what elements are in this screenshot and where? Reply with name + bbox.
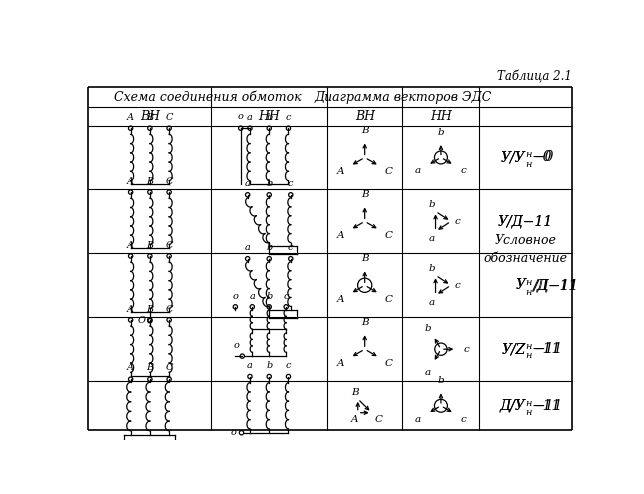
Text: C: C bbox=[385, 231, 393, 240]
Text: н: н bbox=[526, 160, 532, 169]
Text: A: A bbox=[337, 167, 345, 176]
Text: B: B bbox=[361, 318, 368, 327]
Text: a: a bbox=[429, 234, 435, 243]
Text: o: o bbox=[232, 291, 238, 301]
Text: Диаграмма векторов ЭДС: Диаграмма векторов ЭДС bbox=[314, 90, 492, 104]
Text: A: A bbox=[127, 177, 134, 186]
Text: c: c bbox=[461, 166, 467, 175]
Text: C: C bbox=[166, 113, 173, 122]
Text: B: B bbox=[146, 305, 153, 314]
Text: У/Д−11: У/Д−11 bbox=[498, 214, 553, 228]
Text: b: b bbox=[428, 264, 435, 273]
Text: b: b bbox=[266, 361, 272, 370]
Text: У: У bbox=[516, 278, 526, 292]
Text: a: a bbox=[247, 361, 253, 370]
Text: C: C bbox=[385, 359, 393, 368]
Text: н: н bbox=[526, 151, 532, 160]
Text: b: b bbox=[266, 113, 272, 122]
Text: У: У bbox=[516, 278, 526, 292]
Text: c: c bbox=[286, 361, 291, 370]
Text: A: A bbox=[337, 295, 345, 304]
Text: C: C bbox=[385, 167, 393, 176]
Text: a: a bbox=[429, 297, 435, 307]
Text: B: B bbox=[146, 113, 153, 122]
Text: НН: НН bbox=[430, 110, 452, 123]
Text: C: C bbox=[166, 177, 173, 186]
Text: a: a bbox=[424, 368, 431, 376]
Text: a: a bbox=[245, 179, 251, 188]
Text: A: A bbox=[127, 241, 134, 250]
Text: a: a bbox=[247, 113, 253, 122]
Text: −0: −0 bbox=[532, 151, 553, 165]
Text: A: A bbox=[351, 415, 359, 424]
Text: B: B bbox=[361, 126, 368, 135]
Text: /Д−11: /Д−11 bbox=[533, 278, 578, 292]
Text: b: b bbox=[266, 243, 272, 252]
Text: C: C bbox=[375, 415, 383, 424]
Text: C: C bbox=[166, 305, 173, 314]
Text: н: н bbox=[526, 288, 532, 296]
Text: B: B bbox=[146, 241, 153, 250]
Text: −11: −11 bbox=[533, 342, 563, 356]
Text: B: B bbox=[361, 190, 368, 199]
Text: a: a bbox=[415, 166, 421, 175]
Text: A: A bbox=[337, 359, 345, 368]
Text: o: o bbox=[234, 341, 240, 350]
Text: −11: −11 bbox=[532, 399, 561, 413]
Text: ВН: ВН bbox=[140, 110, 160, 123]
Text: B: B bbox=[146, 363, 153, 372]
Text: C: C bbox=[166, 363, 173, 372]
Text: b: b bbox=[266, 179, 272, 188]
Text: −0: −0 bbox=[533, 151, 554, 165]
Text: C: C bbox=[166, 241, 173, 250]
Text: н: н bbox=[526, 342, 532, 351]
Text: C: C bbox=[385, 295, 393, 304]
Text: b: b bbox=[438, 376, 444, 385]
Text: н: н bbox=[526, 278, 532, 288]
Text: B: B bbox=[361, 254, 368, 263]
Text: c: c bbox=[286, 113, 291, 122]
Text: У/Z: У/Z bbox=[502, 342, 526, 356]
Text: −11: −11 bbox=[532, 342, 561, 356]
Text: o: o bbox=[238, 112, 243, 121]
Text: Условное
обозначение: Условное обозначение bbox=[484, 234, 567, 265]
Text: ВН: ВН bbox=[355, 110, 375, 123]
Text: c: c bbox=[455, 281, 460, 290]
Text: н: н bbox=[526, 352, 532, 361]
Text: o: o bbox=[231, 428, 236, 437]
Text: A: A bbox=[127, 305, 134, 314]
Text: b: b bbox=[438, 127, 444, 136]
Text: a: a bbox=[249, 291, 255, 301]
Text: c: c bbox=[283, 291, 289, 301]
Text: B: B bbox=[146, 177, 153, 186]
Text: a: a bbox=[415, 415, 421, 424]
Text: Д/У: Д/У bbox=[500, 399, 526, 413]
Text: У/У: У/У bbox=[501, 151, 526, 165]
Text: c: c bbox=[288, 243, 294, 252]
Text: c: c bbox=[461, 415, 467, 424]
Text: b: b bbox=[424, 324, 431, 333]
Text: A: A bbox=[337, 231, 345, 240]
Text: b: b bbox=[428, 200, 435, 209]
Text: c: c bbox=[288, 179, 294, 188]
Text: c: c bbox=[455, 217, 460, 226]
Text: A: A bbox=[127, 113, 134, 122]
Text: н: н bbox=[526, 399, 532, 408]
Text: c: c bbox=[464, 345, 469, 354]
Text: −11: −11 bbox=[533, 399, 563, 413]
Text: У/Z: У/Z bbox=[502, 342, 526, 356]
Text: O: O bbox=[138, 316, 146, 325]
Text: a: a bbox=[245, 243, 251, 252]
Text: Схема соединения обмоток: Схема соединения обмоток bbox=[114, 90, 301, 104]
Text: н: н bbox=[526, 408, 532, 417]
Text: У/Д−11: У/Д−11 bbox=[498, 214, 553, 228]
Text: /Д−11: /Д−11 bbox=[532, 278, 577, 292]
Text: b: b bbox=[266, 291, 272, 301]
Text: A: A bbox=[127, 363, 134, 372]
Text: У/У: У/У bbox=[501, 151, 526, 165]
Text: НН: НН bbox=[258, 110, 280, 123]
Text: B: B bbox=[351, 387, 359, 397]
Text: Д/У: Д/У bbox=[500, 399, 526, 413]
Text: Таблица 2.1: Таблица 2.1 bbox=[497, 70, 572, 83]
